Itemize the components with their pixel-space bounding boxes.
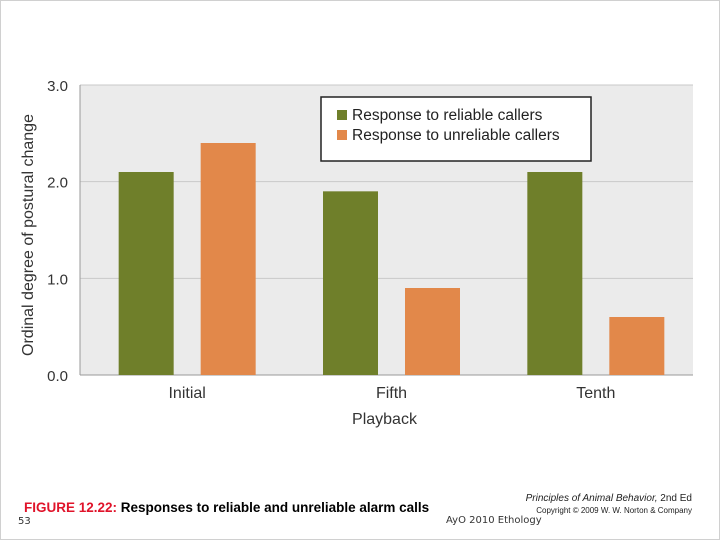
figure-number: FIGURE 12.22: [24, 500, 118, 515]
bar-unreliable-fifth [405, 288, 460, 375]
book-credit: Principles of Animal Behavior, 2nd Ed Co… [526, 492, 692, 517]
y-tick-label: 0.0 [47, 368, 68, 385]
legend-swatch-reliable [337, 110, 347, 120]
bar-unreliable-initial [200, 143, 256, 375]
x-axis-label: Playback [352, 411, 418, 428]
figure-caption: FIGURE 12.22: Responses to reliable and … [24, 500, 429, 515]
legend-swatch-unreliable [337, 130, 347, 140]
figure-caption-text: Responses to reliable and unreliable ala… [120, 500, 430, 515]
x-tick-label: Fifth [376, 385, 407, 402]
legend-label-reliable: Response to reliable callers [352, 107, 543, 124]
bar-chart: 0.0 1.0 2.0 3.0 Initial Fifth Tenth Playback Ord… [20, 78, 693, 428]
book-title-line: Principles of Animal Behavior, 2nd Ed [526, 492, 692, 505]
x-tick-label: Initial [168, 385, 205, 402]
y-tick-label: 1.0 [47, 271, 68, 288]
legend-label-unreliable: Response to unreliable callers [352, 127, 560, 144]
slide-footer: AyO 2010 Ethology [446, 515, 542, 526]
bar-reliable-initial [118, 172, 174, 375]
copyright-notice: Copyright © 2009 W. W. Norton & Company [536, 506, 692, 515]
y-tick-label: 2.0 [47, 175, 68, 192]
bar-reliable-tenth [527, 172, 583, 375]
x-tick-label: Tenth [576, 385, 615, 402]
book-edition: 2nd Ed [660, 493, 692, 504]
y-axis-label: Ordinal degree of postural change [20, 114, 37, 356]
book-title: Principles of Animal Behavior, [525, 493, 658, 504]
bar-unreliable-tenth [609, 317, 665, 375]
y-tick-label: 3.0 [47, 78, 68, 95]
slide-number: 53 [18, 516, 31, 527]
bar-reliable-fifth [323, 191, 378, 375]
legend-box [320, 96, 592, 162]
